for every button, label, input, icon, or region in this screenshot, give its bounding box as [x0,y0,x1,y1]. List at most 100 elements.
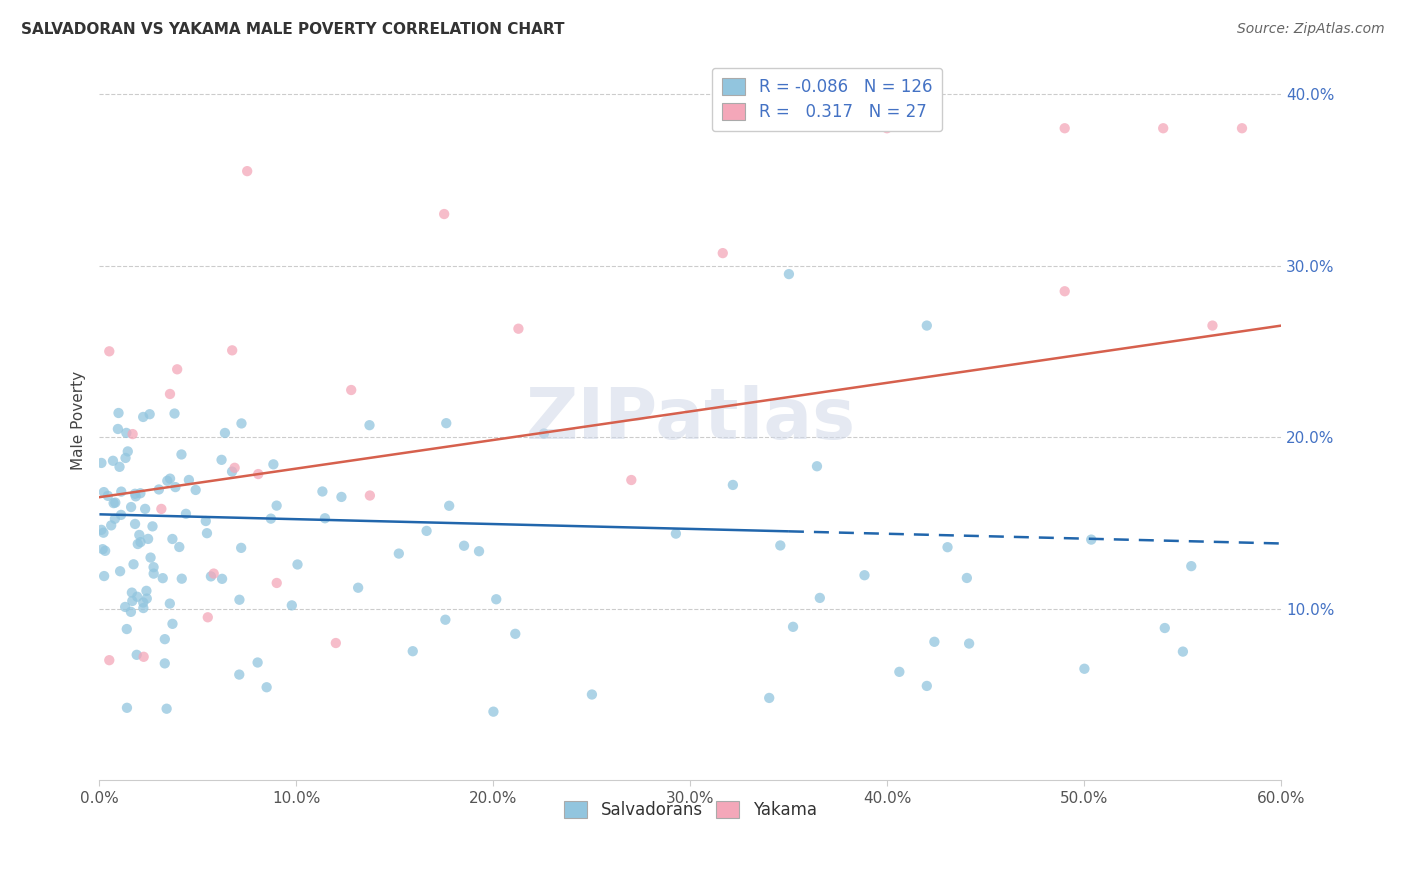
Point [1153,621,1175,635]
Point [101,454,124,468]
Point [159,597,181,611]
Point [200,569,222,583]
Text: SALVADORAN VS YAKAMA MALE POVERTY CORRELATION CHART: SALVADORAN VS YAKAMA MALE POVERTY CORREL… [21,22,565,37]
Point [581,688,603,702]
Point [124,516,146,531]
Point [224,460,246,475]
Point [221,465,243,479]
Point [468,544,491,558]
Point [231,417,253,431]
Point [1053,285,1076,299]
Point [1073,662,1095,676]
Point [1171,644,1194,658]
Point [211,572,233,586]
Point [665,526,688,541]
Point [162,532,184,546]
Point [957,636,980,650]
Point [415,524,437,538]
Point [97,489,120,503]
Point [758,690,780,705]
Point [107,422,129,436]
Y-axis label: Male Poverty: Male Poverty [72,370,86,469]
Point [503,627,526,641]
Point [194,514,217,528]
Point [93,569,115,583]
Point [260,511,283,525]
Point [340,383,363,397]
Point [711,246,734,260]
Point [1201,318,1223,333]
Point [104,512,127,526]
Point [90,523,112,537]
Point [266,499,288,513]
Point [128,528,150,542]
Point [388,547,411,561]
Point [876,121,898,136]
Point [152,571,174,585]
Point [132,596,155,610]
Point [721,478,744,492]
Point [231,541,253,555]
Point [108,564,131,578]
Point [156,474,179,488]
Point [121,585,143,599]
Point [1080,533,1102,547]
Point [148,483,170,497]
Point [228,592,250,607]
Point [127,537,149,551]
Point [114,450,136,465]
Point [121,594,143,608]
Point [132,601,155,615]
Point [485,592,508,607]
Point [782,620,804,634]
Point [165,480,187,494]
Point [115,622,138,636]
Point [117,444,139,458]
Point [90,456,112,470]
Point [347,581,370,595]
Point [132,409,155,424]
Point [139,550,162,565]
Point [132,649,155,664]
Point [138,407,160,421]
Point [533,426,555,441]
Point [159,387,181,401]
Point [437,499,460,513]
Point [1230,121,1253,136]
Point [115,701,138,715]
Point [915,679,938,693]
Text: Source: ZipAtlas.com: Source: ZipAtlas.com [1237,22,1385,37]
Point [359,489,381,503]
Point [184,483,207,497]
Point [202,566,225,581]
Point [246,656,269,670]
Point [434,416,457,430]
Point [122,558,145,572]
Point [156,702,179,716]
Point [311,484,333,499]
Point [124,487,146,501]
Point [120,500,142,514]
Point [125,648,148,662]
Point [121,427,143,442]
Point [134,501,156,516]
Point [853,568,876,582]
Legend: Salvadorans, Yakama: Salvadorans, Yakama [557,795,824,826]
Point [956,571,979,585]
Point [508,322,530,336]
Point [402,644,425,658]
Point [91,542,114,557]
Point [214,425,236,440]
Point [262,458,284,472]
Point [162,616,184,631]
Point [127,590,149,604]
Point [135,583,157,598]
Point [915,318,938,333]
Point [1152,121,1174,136]
Point [211,453,233,467]
Point [434,613,457,627]
Point [197,610,219,624]
Point [169,540,191,554]
Point [174,507,197,521]
Point [433,207,456,221]
